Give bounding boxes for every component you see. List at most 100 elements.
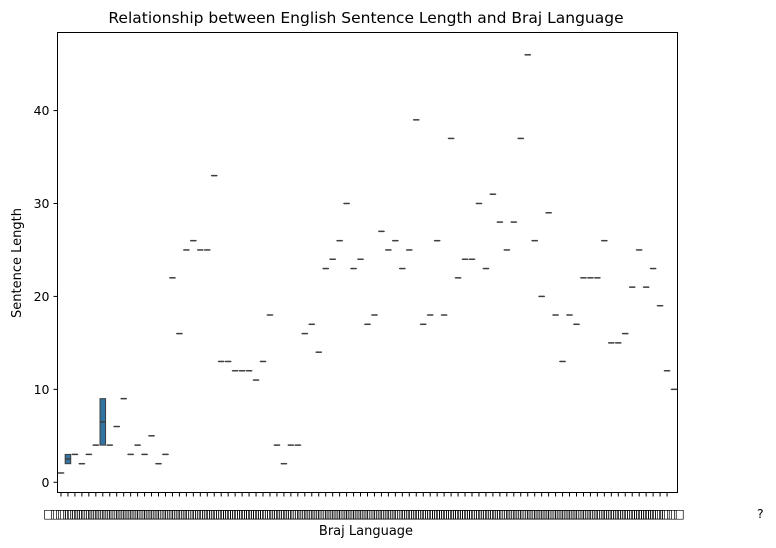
x-tick-label: □□□ xyxy=(162,506,197,521)
x-tick-label: □□□ xyxy=(475,506,510,521)
x-tick-label: □□□ xyxy=(57,506,92,521)
x-tick-label: □□□ xyxy=(461,506,496,521)
y-tick-label: 30 xyxy=(34,196,50,211)
x-tick-label: □□□ xyxy=(287,506,322,521)
x-tick-label: □□□ xyxy=(176,506,211,521)
x-tick-label: □□□ xyxy=(238,506,273,521)
x-tick-label: □□□ xyxy=(203,506,238,521)
x-tick-label: □□□ xyxy=(190,506,225,521)
x-tick-label: □□□ xyxy=(531,506,566,521)
x-tick-label: □□□ xyxy=(406,506,441,521)
x-tick-label: □□□ xyxy=(371,506,406,521)
x-tick-label: □□□ xyxy=(155,506,190,521)
chart-title: Relationship between English Sentence Le… xyxy=(108,9,623,27)
y-axis: 0 10 20 30 40 xyxy=(34,103,58,490)
x-tick-label: □□□ xyxy=(231,506,266,521)
x-tick-label: □□□ xyxy=(308,506,343,521)
x-tick-label: □□□ xyxy=(210,506,245,521)
x-tick-label: □□□ xyxy=(468,506,503,521)
x-tick-label: □□□ xyxy=(454,506,489,521)
x-tick-label: □□□ xyxy=(141,506,176,521)
x-tick-label: □□□ xyxy=(294,506,329,521)
x-tick-label: □□□ xyxy=(301,506,336,521)
plot-frame xyxy=(57,32,678,493)
x-tick-label: □□□ xyxy=(113,506,148,521)
x-tick-label: □□□ xyxy=(566,506,601,521)
x-tick-label: □□□ xyxy=(399,506,434,521)
x-tick-label: □□□ xyxy=(510,506,545,521)
x-tick-label: □□□ xyxy=(580,506,615,521)
x-tick-label: □□□ xyxy=(517,506,552,521)
x-tick-label: □□□ xyxy=(357,506,392,521)
x-tick-label: □□□ xyxy=(106,506,141,521)
x-tick-label: □□□ xyxy=(412,506,447,521)
x-tick-label: □□□ xyxy=(538,506,573,521)
x-tick-label: □□□ xyxy=(120,506,155,521)
x-tick-label: □□□ xyxy=(573,506,608,521)
x-tick-label-tail: ? xyxy=(757,506,764,521)
x-tick-label: □□□ xyxy=(315,506,350,521)
x-tick-label: □□□ xyxy=(85,506,120,521)
x-tick-label: □□□ xyxy=(635,506,670,521)
y-axis-label: Sentence Length xyxy=(10,208,25,318)
x-tick-label: □□□ xyxy=(134,506,169,521)
x-tick-label: □□□ xyxy=(224,506,259,521)
x-axis-label: Braj Language xyxy=(319,524,413,539)
x-tick-label: □□□ xyxy=(642,506,677,521)
x-tick-label: □□□ xyxy=(364,506,399,521)
x-tick-label: □□□ xyxy=(545,506,580,521)
x-tick-label: □□□ xyxy=(392,506,427,521)
y-tick-label: 20 xyxy=(34,289,50,304)
x-tick-label: □□□ xyxy=(71,506,106,521)
x-axis: □□□□□□□□□□□□□□□□□□□□□□□□□□□□□□□□□□□□□□□□… xyxy=(43,492,764,521)
x-tick-label: □□□ xyxy=(322,506,357,521)
x-tick-label: □□□ xyxy=(587,506,622,521)
x-tick-label: □□□ xyxy=(496,506,531,521)
x-tick-label: □□□ xyxy=(559,506,594,521)
x-tick-label: □□□ xyxy=(615,506,650,521)
y-tick-label: 0 xyxy=(42,475,50,490)
x-tick-label: □□□ xyxy=(99,506,134,521)
x-tick-label: □□□ xyxy=(503,506,538,521)
x-tick-label: □□□ xyxy=(482,506,517,521)
x-tick-label: □□□ xyxy=(621,506,656,521)
x-tick-label: □□□ xyxy=(148,506,183,521)
x-tick-label: □□□ xyxy=(183,506,218,521)
x-tick-label: □□□ xyxy=(329,506,364,521)
x-tick-label: □□□ xyxy=(594,506,629,521)
x-tick-label: □□□ xyxy=(266,506,301,521)
x-tick-label: □□□ xyxy=(217,506,252,521)
x-tick-label: □□□ xyxy=(92,506,127,521)
x-tick-label: □□□ xyxy=(601,506,636,521)
x-tick-label: □□□ xyxy=(628,506,663,521)
x-tick-label: □□□ xyxy=(419,506,454,521)
x-tick-label: □□□ xyxy=(649,506,684,521)
box-7 xyxy=(99,398,107,446)
x-tick-label: □□□ xyxy=(350,506,385,521)
x-tick-label: □□□ xyxy=(43,506,78,521)
y-tick-label: 10 xyxy=(34,382,50,397)
x-tick-label: □□□ xyxy=(245,506,280,521)
x-tick-label: □□□ xyxy=(127,506,162,521)
x-tick-label: □□□ xyxy=(524,506,559,521)
box-2 xyxy=(64,453,72,465)
plot-area xyxy=(57,54,678,474)
x-tick-label: □□□ xyxy=(433,506,468,521)
x-tick-label: □□□ xyxy=(273,506,308,521)
x-tick-label: □□□ xyxy=(440,506,475,521)
x-tick-label: □□□ xyxy=(78,506,113,521)
x-tick-label: □□□ xyxy=(252,506,287,521)
x-tick-label: □□□ xyxy=(64,506,99,521)
x-tick-label: □□□ xyxy=(489,506,524,521)
x-tick-label: □□□ xyxy=(447,506,482,521)
x-tick-label: □□□ xyxy=(336,506,371,521)
x-tick-label: □□□ xyxy=(259,506,294,521)
x-tick-label: □□□ xyxy=(343,506,378,521)
y-tick-label: 40 xyxy=(34,103,50,118)
x-tick-label: □□□ xyxy=(385,506,420,521)
x-tick-label: □□□ xyxy=(552,506,587,521)
x-tick-label: □□□ xyxy=(426,506,461,521)
x-tick-label: □□□ xyxy=(280,506,315,521)
